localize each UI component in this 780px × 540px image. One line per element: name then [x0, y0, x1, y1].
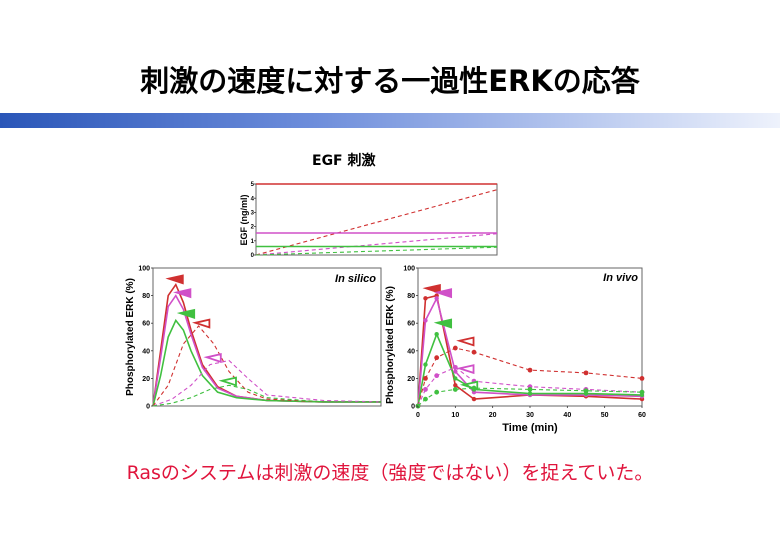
vivo-annotation: In vivo [603, 272, 638, 284]
egf-y-ticks: 0 1 2 3 4 5 [251, 182, 256, 259]
vivo-series-line-5 [417, 387, 643, 407]
vivo-triangle-marker-2 [433, 318, 453, 329]
vivo-data-point [583, 370, 589, 376]
vivo-triangle-marker-3 [456, 336, 475, 347]
vivo-x-tick-label: 10 [451, 412, 459, 419]
vivo-x-tick-label: 20 [489, 412, 497, 419]
egf-y-tick-label: 5 [251, 182, 255, 188]
silico-y-tick-label: 60 [142, 321, 150, 328]
vivo-y-ticks: 0 20 40 60 80 100 [403, 265, 418, 410]
vivo-x-axis-label: Time (min) [502, 422, 558, 434]
vivo-data-point [639, 376, 645, 381]
vivo-data-point [452, 364, 458, 370]
silico-triangle-marker-4 [203, 353, 222, 364]
vivo-triangle-marker-5 [459, 380, 479, 391]
vivo-data-point [583, 388, 589, 394]
vivo-data-point [423, 387, 428, 392]
vivo-data-point [434, 296, 439, 301]
vivo-triangle-marker-0 [422, 284, 441, 295]
vivo-y-tick-label: 40 [407, 348, 415, 355]
vivo-y-tick-label: 0 [411, 403, 415, 410]
egf-y-tick-label: 0 [251, 253, 255, 259]
silico-triangle-marker-5 [218, 376, 237, 387]
vivo-x-tick-label: 0 [416, 412, 420, 419]
silico-triangle-marker-0 [165, 274, 184, 285]
egf-caption: EGF 刺激 [312, 153, 376, 169]
vivo-data-point [434, 355, 440, 361]
vivo-triangle-marker-1 [433, 288, 453, 299]
egf-input-chart: EGF (ng/ml) 0 1 2 3 4 5 [239, 182, 498, 259]
egf-y-tick-label: 4 [251, 196, 255, 202]
silico-annotation: In silico [335, 273, 376, 285]
silico-y-ticks: 0 20 40 60 80 100 [138, 265, 153, 410]
vivo-data-point [423, 296, 428, 301]
silico-series-line-3 [152, 325, 381, 407]
vivo-data-point [453, 383, 458, 388]
egf-series-group [255, 183, 498, 256]
silico-plot-frame [152, 267, 382, 407]
vivo-x-ticks: 0 10 20 30 40 50 60 [416, 406, 646, 419]
silico-series-line-2 [152, 318, 381, 407]
silico-series-line-4 [152, 359, 382, 407]
vivo-x-tick-label: 30 [526, 412, 534, 419]
vivo-y-tick-label: 100 [403, 265, 415, 272]
silico-y-tick-label: 80 [142, 293, 150, 300]
vivo-data-point [423, 362, 428, 367]
vivo-data-point [434, 373, 440, 379]
silico-series-group [152, 274, 382, 407]
vivo-data-point [423, 396, 428, 402]
vivo-series-group [415, 284, 645, 409]
vivo-triangle-marker-4 [456, 364, 475, 375]
vivo-data-point [453, 376, 458, 381]
title-accent-bar [0, 113, 780, 128]
egf-series-line-3 [255, 233, 498, 256]
silico-triangle-marker-2 [176, 308, 196, 319]
vivo-y-axis-label: Phosphorylated ERK (%) [385, 286, 396, 404]
silico-y-tick-label: 20 [142, 376, 150, 383]
egf-y-tick-label: 1 [251, 239, 255, 245]
vivo-data-point [434, 332, 439, 337]
silico-y-tick-label: 40 [142, 348, 150, 355]
vivo-data-point [453, 369, 458, 374]
vivo-data-point [527, 367, 533, 373]
vivo-data-point [423, 376, 428, 381]
silico-y-axis-label: Phosphorylated ERK (%) [125, 278, 136, 396]
egf-y-tick-label: 3 [251, 211, 255, 217]
silico-y-tick-label: 0 [146, 403, 150, 410]
vivo-x-tick-label: 40 [563, 412, 571, 419]
slide-title: 刺激の速度に対する一過性ERKの応答 [140, 64, 640, 98]
silico-triangle-marker-3 [192, 318, 211, 329]
vivo-data-point [423, 318, 428, 323]
vivo-data-point [471, 396, 477, 402]
in-silico-chart: Phosphorylated ERK (%) In silico 0 20 40 60… [125, 265, 382, 410]
vivo-y-tick-label: 60 [407, 321, 415, 328]
footer-conclusion: Rasのシステムは刺激の速度（強度ではない）を捉えていた。 [126, 462, 654, 484]
vivo-y-tick-label: 80 [407, 293, 415, 300]
silico-y-tick-label: 100 [138, 265, 150, 272]
vivo-data-point [452, 387, 458, 392]
vivo-data-point [452, 345, 458, 351]
vivo-series-line-3 [417, 347, 643, 407]
vivo-series-line-1 [417, 296, 643, 407]
vivo-data-point [471, 349, 477, 355]
vivo-data-point [527, 387, 533, 392]
vivo-x-tick-label: 60 [638, 412, 646, 419]
vivo-data-point [639, 389, 645, 395]
vivo-series-line-4 [417, 366, 643, 407]
vivo-data-point [434, 389, 440, 395]
egf-y-axis-label: EGF (ng/ml) [239, 195, 249, 246]
vivo-x-tick-label: 50 [601, 412, 609, 419]
silico-series-line-5 [152, 384, 381, 407]
in-vivo-chart: Phosphorylated ERK (%) In vivo Time (min… [385, 265, 646, 434]
vivo-y-tick-label: 20 [407, 376, 415, 383]
vivo-data-point [527, 391, 533, 396]
egf-y-tick-label: 2 [251, 225, 255, 231]
silico-triangle-marker-1 [173, 288, 192, 299]
egf-series-line-5 [255, 246, 498, 256]
